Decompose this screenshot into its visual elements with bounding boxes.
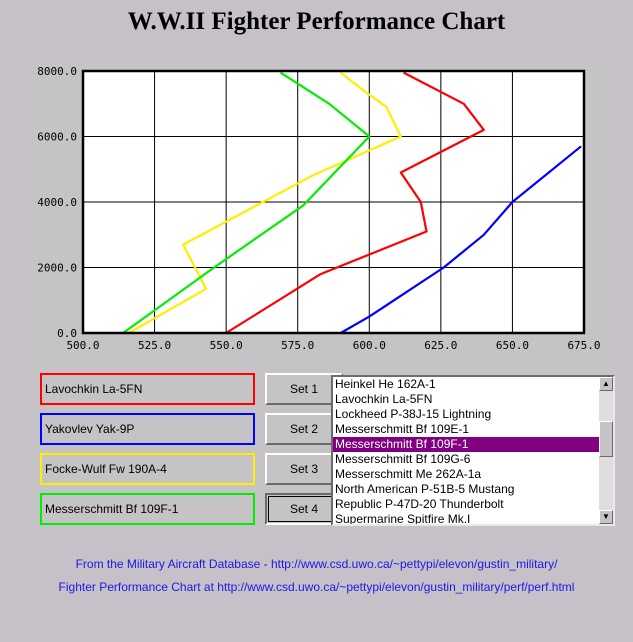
x-tick-label: 525.0	[138, 339, 171, 352]
x-tick-label: 550.0	[210, 339, 243, 352]
list-item[interactable]: Messerschmitt Bf 109E-1	[335, 422, 470, 436]
series-line-set-3	[128, 71, 402, 334]
set-2-aircraft-label: Yakovlev Yak-9P	[40, 413, 255, 445]
footer-chart-link[interactable]: Fighter Performance Chart at http://www.…	[58, 580, 575, 594]
x-tick-label: 650.0	[496, 339, 529, 352]
scroll-up-button[interactable]: ▲	[599, 377, 613, 391]
set-4-aircraft-label: Messerschmitt Bf 109F-1	[40, 493, 255, 525]
list-item[interactable]: Messerschmitt Me 262A-1a	[335, 467, 482, 481]
x-tick-label: 675.0	[567, 339, 600, 352]
aircraft-list[interactable]: Heinkel He 162A-1 Lavochkin La-5FN Lockhee…	[333, 377, 599, 524]
list-item[interactable]: North American P-51B-5 Mustang	[335, 482, 515, 496]
page-title: W.W.II Fighter Performance Chart	[127, 8, 506, 35]
list-item[interactable]: Supermarine Spitfire Mk.I	[335, 512, 471, 524]
x-tick-label: 500.0	[66, 339, 99, 352]
x-tick-label: 575.0	[281, 339, 314, 352]
series-line-set-2	[340, 145, 582, 334]
y-tick-label: 6000.0	[37, 131, 77, 144]
set-4-button[interactable]: Set 4	[265, 493, 343, 525]
aircraft-listbox[interactable]: Heinkel He 162A-1 Lavochkin La-5FN Lockhee…	[331, 375, 615, 526]
list-item[interactable]: Lockheed P-38J-15 Lightning	[335, 407, 492, 421]
list-item[interactable]: Lavochkin La-5FN	[335, 392, 433, 406]
list-item[interactable]: Messerschmitt Bf 109F-1	[333, 437, 599, 452]
list-scrollbar[interactable]: ▲ ▼	[599, 377, 613, 524]
list-item[interactable]: Heinkel He 162A-1	[335, 377, 436, 391]
y-tick-label: 0.0	[57, 327, 77, 340]
set-3-button[interactable]: Set 3	[265, 453, 343, 485]
x-tick-label: 600.0	[353, 339, 386, 352]
list-item[interactable]: Republic P-47D-20 Thunderbolt	[335, 497, 504, 511]
series-line-set-1	[225, 71, 485, 334]
arrow-down-icon: ▼	[602, 512, 610, 521]
list-item[interactable]: Messerschmitt Bf 109G-6	[335, 452, 471, 466]
y-tick-label: 4000.0	[37, 196, 77, 209]
set-3-aircraft-label: Focke-Wulf Fw 190A-4	[40, 453, 255, 485]
set-2-button[interactable]: Set 2	[265, 413, 343, 445]
scroll-thumb[interactable]	[599, 421, 613, 457]
y-tick-label: 2000.0	[37, 262, 77, 275]
y-tick-label: 8000.0	[37, 65, 77, 78]
chart-panel: 500.0 525.0 550.0 575.0 600.0 625.0 650.0 675.0…	[20, 53, 619, 531]
set-1-button[interactable]: Set 1	[265, 373, 343, 405]
plot-frame	[81, 69, 586, 335]
performance-chart: 500.0 525.0 550.0 575.0 600.0 625.0 650.0 675.0…	[37, 65, 600, 352]
set-1-aircraft-label: Lavochkin La-5FN	[40, 373, 255, 405]
scroll-down-button[interactable]: ▼	[599, 510, 613, 524]
footer-database-link[interactable]: From the Military Aircraft Database - ht…	[75, 557, 558, 571]
arrow-up-icon: ▲	[602, 379, 610, 388]
x-tick-label: 625.0	[424, 339, 457, 352]
series-line-set-4	[122, 71, 371, 334]
